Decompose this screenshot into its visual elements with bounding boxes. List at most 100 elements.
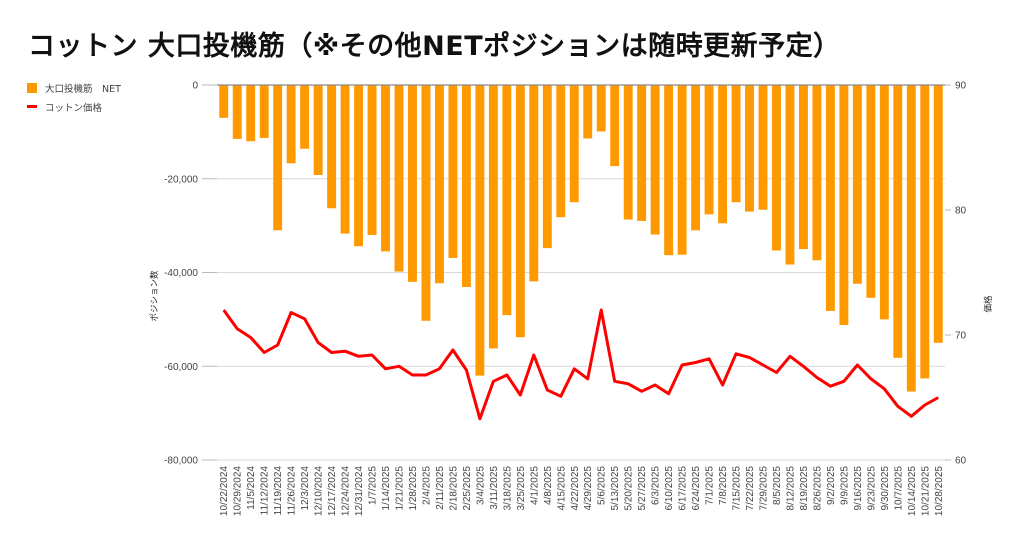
bar-net[interactable] bbox=[421, 85, 431, 321]
bar-net[interactable] bbox=[232, 85, 242, 139]
x-tick-label: 9/2/2025 bbox=[826, 466, 837, 505]
x-tick-label: 6/3/2025 bbox=[651, 466, 662, 505]
bar-net[interactable] bbox=[583, 85, 593, 139]
bar-net[interactable] bbox=[677, 85, 687, 255]
bar-net[interactable] bbox=[852, 85, 862, 284]
x-tick-label: 11/12/2024 bbox=[260, 466, 271, 516]
bar-net[interactable] bbox=[812, 85, 822, 261]
bar-net[interactable] bbox=[704, 85, 714, 215]
bar-net[interactable] bbox=[906, 85, 916, 392]
x-tick-label: 1/28/2025 bbox=[408, 466, 419, 511]
x-tick-label: 4/1/2025 bbox=[529, 466, 540, 505]
x-tick-label: 5/27/2025 bbox=[637, 466, 648, 511]
bar-net[interactable] bbox=[434, 85, 444, 284]
x-tick-label: 4/15/2025 bbox=[556, 466, 567, 511]
x-tick-label: 10/7/2025 bbox=[893, 466, 904, 511]
left-tick-label: 0 bbox=[192, 81, 198, 92]
bar-net[interactable] bbox=[866, 85, 876, 298]
x-tick-label: 12/10/2024 bbox=[314, 466, 325, 516]
bar-net[interactable] bbox=[933, 85, 943, 343]
legend-label-net: 大口投機筋 NET bbox=[45, 83, 121, 95]
x-tick-label: 4/22/2025 bbox=[570, 466, 581, 511]
bar-net[interactable] bbox=[610, 85, 620, 167]
bar-net[interactable] bbox=[367, 85, 377, 235]
x-tick-label: 5/6/2025 bbox=[597, 466, 608, 505]
bar-net[interactable] bbox=[327, 85, 337, 209]
bar-net[interactable] bbox=[246, 85, 256, 142]
left-tick-label: -60,000 bbox=[164, 362, 198, 373]
bar-net[interactable] bbox=[772, 85, 781, 251]
bar-net[interactable] bbox=[461, 85, 471, 288]
x-tick-label: 7/1/2025 bbox=[705, 466, 716, 505]
bar-net[interactable] bbox=[839, 85, 849, 325]
x-tick-label: 12/17/2024 bbox=[327, 466, 338, 516]
bar-net[interactable] bbox=[394, 85, 404, 272]
bar-net[interactable] bbox=[623, 85, 633, 220]
bar-net[interactable] bbox=[286, 85, 296, 164]
bar-net[interactable] bbox=[664, 85, 674, 256]
x-tick-label: 10/22/2024 bbox=[219, 466, 230, 516]
x-tick-label: 3/4/2025 bbox=[475, 466, 486, 505]
bar-net[interactable] bbox=[448, 85, 458, 258]
x-tick-label: 12/3/2024 bbox=[300, 466, 311, 511]
bar-net[interactable] bbox=[515, 85, 525, 338]
bar-net[interactable] bbox=[408, 85, 417, 282]
x-tick-label: 8/19/2025 bbox=[799, 466, 810, 511]
bar-net[interactable] bbox=[825, 85, 835, 311]
bar-net[interactable] bbox=[650, 85, 660, 235]
bar-net[interactable] bbox=[502, 85, 512, 316]
x-tick-label: 7/15/2025 bbox=[732, 466, 743, 511]
right-tick-label: 70 bbox=[955, 331, 967, 342]
x-tick-label: 3/18/2025 bbox=[502, 466, 513, 511]
legend-item-price[interactable]: コットン価格 bbox=[27, 97, 121, 116]
bar-net[interactable] bbox=[920, 85, 930, 379]
bar-net[interactable] bbox=[313, 85, 323, 175]
bar-net[interactable] bbox=[798, 85, 808, 250]
bar-net[interactable] bbox=[691, 85, 701, 231]
bar-net[interactable] bbox=[758, 85, 768, 210]
right-tick-label: 90 bbox=[955, 81, 967, 92]
bar-net[interactable] bbox=[785, 85, 795, 265]
right-axis-title: 価格 bbox=[983, 295, 994, 313]
price-line[interactable] bbox=[222, 308, 940, 421]
bar-net[interactable] bbox=[556, 85, 566, 218]
bar-net[interactable] bbox=[542, 85, 552, 249]
bar-net[interactable] bbox=[381, 85, 390, 252]
bar-net[interactable] bbox=[637, 85, 647, 221]
x-tick-label: 8/26/2025 bbox=[812, 466, 823, 511]
right-tick-label: 80 bbox=[955, 206, 967, 217]
x-tick-label: 3/11/2025 bbox=[489, 466, 500, 510]
bar-net[interactable] bbox=[731, 85, 741, 203]
bar-net[interactable] bbox=[569, 85, 579, 203]
bar-net[interactable] bbox=[879, 85, 889, 320]
bar-net[interactable] bbox=[596, 85, 606, 132]
x-tick-label: 1/21/2025 bbox=[395, 466, 406, 511]
x-tick-label: 7/22/2025 bbox=[745, 466, 756, 511]
bar-net[interactable] bbox=[219, 85, 229, 118]
bar-net[interactable] bbox=[273, 85, 283, 231]
bar-net[interactable] bbox=[354, 85, 364, 247]
bar-net[interactable] bbox=[529, 85, 539, 282]
bar-net[interactable] bbox=[300, 85, 310, 149]
legend-item-net[interactable]: 大口投機筋 NET bbox=[27, 78, 121, 97]
x-tick-label: 2/4/2025 bbox=[421, 466, 432, 505]
legend: 大口投機筋 NET コットン価格 bbox=[27, 78, 121, 116]
x-tick-label: 8/5/2025 bbox=[772, 466, 783, 505]
bar-net[interactable] bbox=[488, 85, 498, 349]
bar-net[interactable] bbox=[745, 85, 754, 212]
x-tick-label: 7/29/2025 bbox=[759, 466, 770, 511]
x-tick-label: 5/13/2025 bbox=[610, 466, 621, 511]
bar-net[interactable] bbox=[340, 85, 350, 234]
x-tick-label: 2/11/2025 bbox=[435, 466, 446, 510]
x-tick-label: 4/8/2025 bbox=[543, 466, 554, 505]
bar-net[interactable] bbox=[475, 85, 485, 376]
left-tick-label: -40,000 bbox=[164, 268, 198, 279]
x-tick-label: 12/31/2024 bbox=[354, 466, 365, 516]
x-tick-label: 4/29/2025 bbox=[583, 466, 594, 511]
bar-net[interactable] bbox=[718, 85, 728, 224]
bar-net[interactable] bbox=[259, 85, 269, 138]
bar-net[interactable] bbox=[893, 85, 903, 358]
x-tick-label: 10/28/2025 bbox=[934, 466, 945, 516]
x-tick-label: 2/18/2025 bbox=[448, 466, 459, 511]
